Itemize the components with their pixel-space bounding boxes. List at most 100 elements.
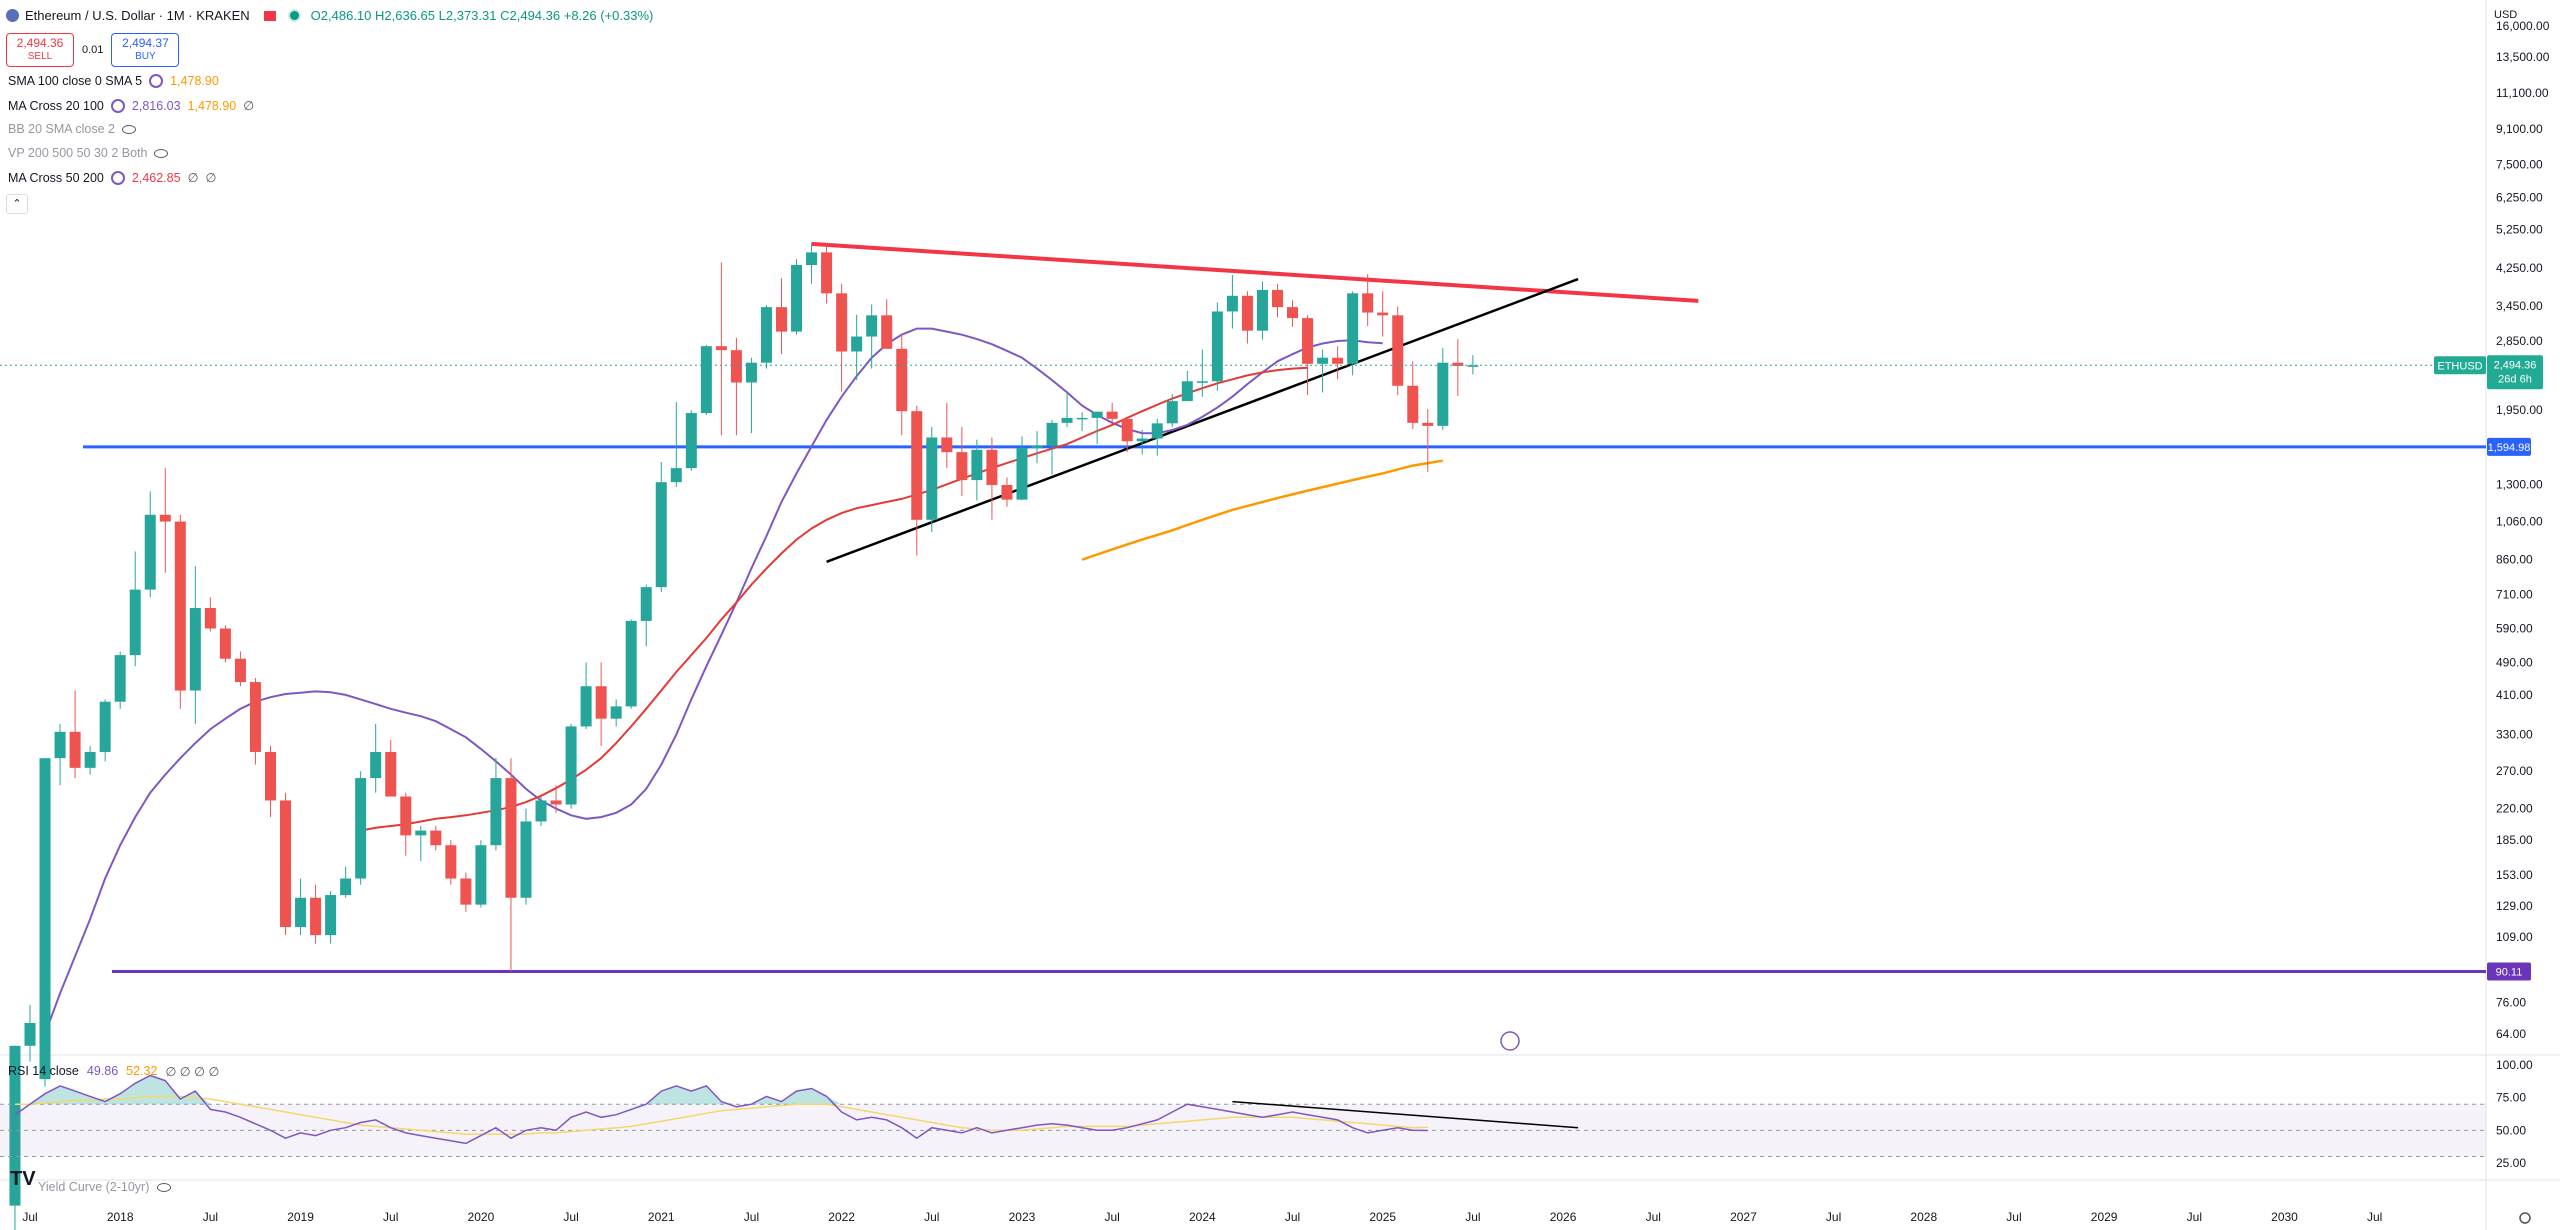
y-tick-label: 330.00 <box>2496 728 2533 742</box>
indicator-value: 2,816.03 <box>131 98 181 113</box>
x-tick-label: 2021 <box>648 1210 675 1224</box>
x-tick-label: Jul <box>1465 1210 1480 1224</box>
candle-body <box>896 348 908 412</box>
rsi-overbought-fill <box>15 1075 1428 1105</box>
rsi-y-tick-label: 25.00 <box>2496 1156 2526 1170</box>
x-tick-label: Jul <box>2367 1210 2382 1224</box>
indicator-ma-cross-20-100[interactable]: MA Cross 20 100 2,816.03 1,478.90 ∅ <box>8 98 254 113</box>
symbol-title[interactable]: Ethereum / U.S. Dollar · 1M · KRAKEN <box>25 8 250 23</box>
cycle-icon[interactable] <box>110 98 125 113</box>
indicator-value: 1,478.90 <box>170 74 219 88</box>
candle-body <box>1437 362 1449 426</box>
x-tick-label: Jul <box>1826 1210 1841 1224</box>
indicator-sma[interactable]: SMA 100 close 0 SMA 5 1,478.90 <box>8 74 219 88</box>
candle-body <box>475 845 487 905</box>
candle-body <box>1091 411 1103 418</box>
y-tick-label: 9,100.00 <box>2496 122 2543 136</box>
candle-body <box>760 307 772 363</box>
candle-body <box>490 778 502 846</box>
x-tick-label: 2020 <box>468 1210 495 1224</box>
low-value: L2,373.31 <box>438 8 497 23</box>
cycle-icon[interactable] <box>110 170 125 185</box>
candle-body <box>580 686 592 727</box>
currency-label[interactable]: USD <box>2494 9 2518 21</box>
x-tick-label: Jul <box>203 1210 218 1224</box>
x-tick-label: 2024 <box>1189 1210 1216 1224</box>
candle-body <box>956 452 968 481</box>
collapse-indicators-button[interactable]: ⌃ <box>6 194 28 214</box>
rsi-legend[interactable]: RSI 14 close 49.86 52.32 ∅ ∅ ∅ ∅ <box>8 1064 219 1079</box>
candle-body <box>385 751 397 797</box>
rsi-empty-values: ∅ ∅ ∅ ∅ <box>165 1065 220 1079</box>
cycle-icon[interactable] <box>149 74 164 88</box>
candle-body <box>1211 311 1223 382</box>
y-tick-label: 109.00 <box>2496 930 2533 944</box>
x-tick-label: 2022 <box>828 1210 855 1224</box>
y-tick-label: 76.00 <box>2496 996 2526 1010</box>
candle-body <box>866 315 878 337</box>
gear-icon[interactable] <box>2519 1212 2531 1224</box>
trendline-support <box>826 277 1579 564</box>
last-price-label: 2,494.36 <box>2494 359 2537 371</box>
candle-body <box>174 521 186 691</box>
indicator-ma-cross-50-200[interactable]: MA Cross 50 200 2,462.85 ∅ ∅ <box>8 170 216 185</box>
candle-body <box>851 336 863 352</box>
y-tick-label: 3,450.00 <box>2496 299 2543 313</box>
candle-body <box>1121 418 1133 442</box>
candle-body <box>1001 484 1013 500</box>
candle-body <box>1181 381 1193 402</box>
tradingview-logo-icon[interactable]: TV <box>10 1168 36 1190</box>
candle-body <box>280 800 292 928</box>
candle-body <box>295 897 307 928</box>
x-tick-label: 2023 <box>1009 1210 1036 1224</box>
candle-body <box>99 701 111 752</box>
candle-body <box>415 830 427 836</box>
x-tick-label: Jul <box>2006 1210 2021 1224</box>
candle-body <box>69 731 81 768</box>
x-tick-label: Jul <box>1646 1210 1661 1224</box>
y-tick-label: 490.00 <box>2496 655 2533 669</box>
rsi-ma-line <box>15 1095 1428 1136</box>
rsi-y-tick-label: 100.00 <box>2496 1058 2533 1072</box>
event-lightning-icon[interactable] <box>1500 1031 1520 1051</box>
y-tick-label: 7,500.00 <box>2496 157 2543 171</box>
rsi-y-tick-label: 75.00 <box>2496 1091 2526 1105</box>
close-value: C2,494.36 <box>500 8 561 23</box>
sell-label: SELL <box>27 51 53 62</box>
candle-body <box>520 821 532 898</box>
indicator-bb[interactable]: BB 20 SMA close 2 <box>8 122 137 136</box>
y-tick-label: 590.00 <box>2496 621 2533 635</box>
candle-body <box>39 758 51 1080</box>
market-status-icon[interactable] <box>289 11 299 20</box>
rsi-ma-value: 52.32 <box>126 1064 158 1078</box>
hidden-eye-icon[interactable] <box>154 148 169 158</box>
ethereum-icon <box>6 9 19 22</box>
y-tick-label: 64.00 <box>2496 1027 2526 1041</box>
x-tick-label: 2019 <box>287 1210 314 1224</box>
candle-body <box>1317 357 1329 364</box>
symbol-header: Ethereum / U.S. Dollar · 1M · KRAKEN O2,… <box>6 8 653 23</box>
candle-body <box>655 482 667 588</box>
candle-body <box>159 514 171 522</box>
buy-button[interactable]: 2,494.37 BUY <box>111 33 180 67</box>
price-level-badge <box>2487 437 2531 456</box>
candle-body <box>1392 315 1404 386</box>
x-tick-label: 2029 <box>2091 1210 2118 1224</box>
candle-body <box>745 362 757 383</box>
candle-body <box>204 608 216 629</box>
sell-button[interactable]: 2,494.36 SELL <box>6 33 74 67</box>
indicator-value: ∅ <box>243 99 255 113</box>
candle-body <box>670 468 682 483</box>
hidden-eye-icon[interactable] <box>122 124 137 134</box>
yield-curve-legend[interactable]: Yield Curve (2-10yr) <box>8 1180 172 1194</box>
indicator-vp[interactable]: VP 200 500 50 30 2 Both <box>8 146 169 160</box>
x-tick-label: Jul <box>924 1210 939 1224</box>
indicator-value: ∅ <box>187 171 199 185</box>
rsi-divergence-line <box>1232 1100 1579 1129</box>
hidden-eye-icon[interactable] <box>157 1182 172 1192</box>
y-tick-label: 1,300.00 <box>2496 477 2543 491</box>
flag-icon[interactable] <box>263 10 276 21</box>
candle-body <box>355 778 367 879</box>
y-tick-label: 710.00 <box>2496 588 2533 602</box>
